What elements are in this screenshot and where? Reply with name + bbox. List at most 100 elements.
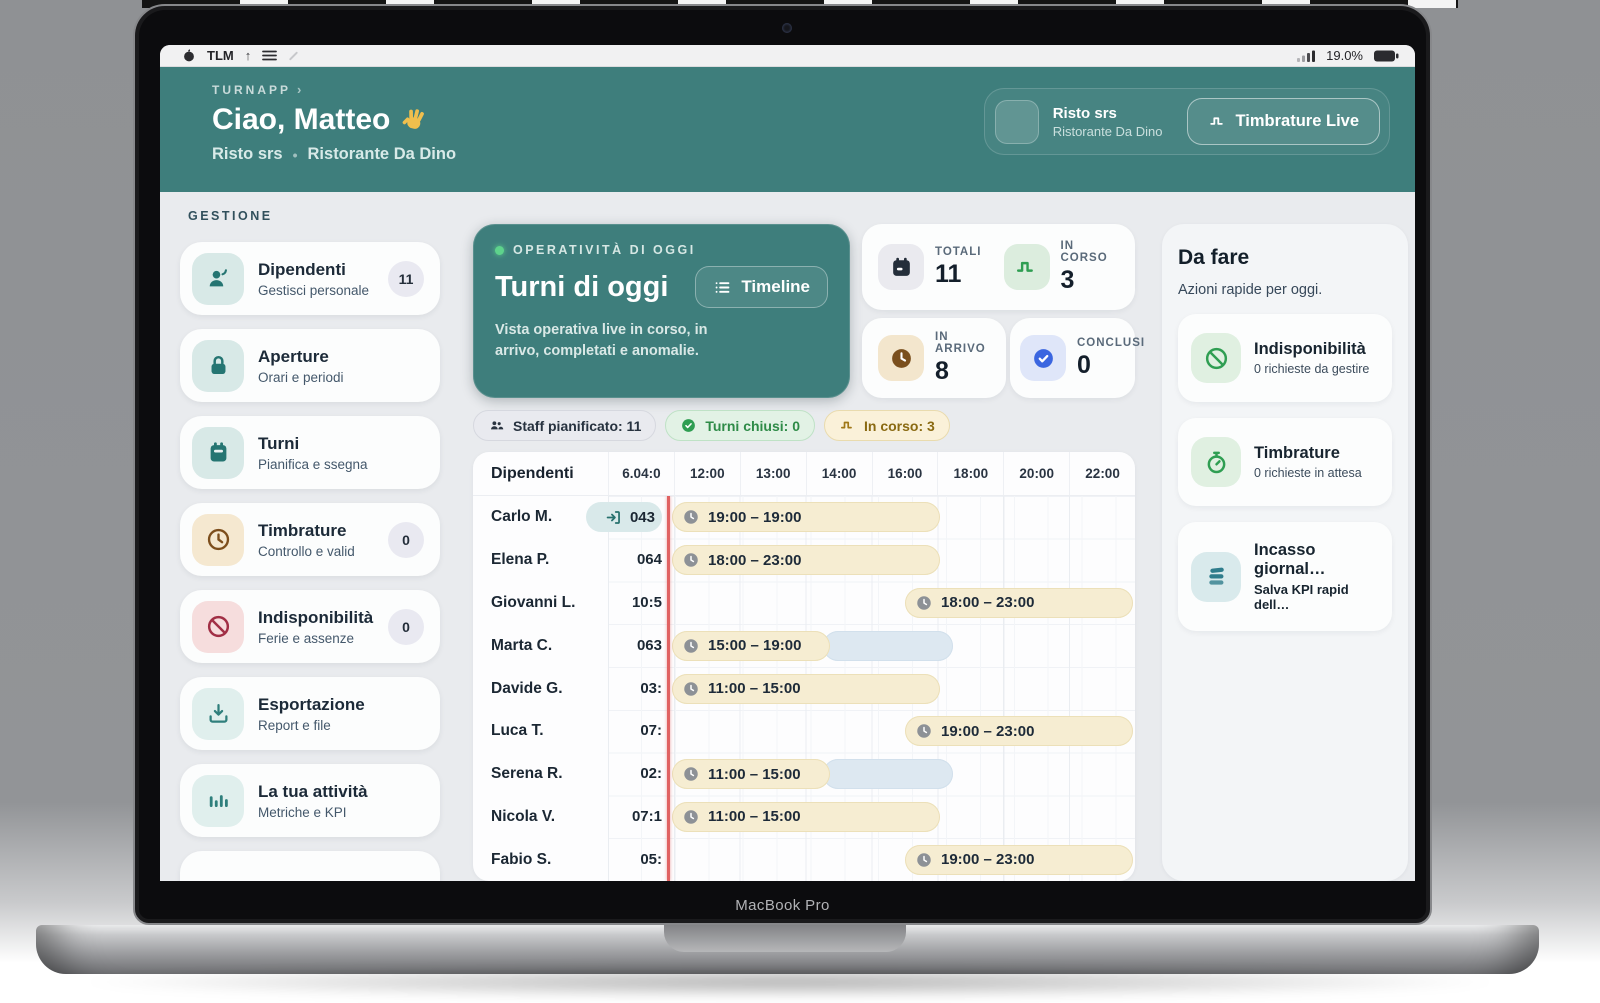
sidebar-item[interactable]: Aperture Orari e periodi [180, 329, 440, 402]
clock-icon [682, 551, 700, 569]
sidebar-item-subtitle: Report e file [258, 717, 331, 733]
users-icon [192, 252, 244, 305]
timbrature-live-button[interactable]: Timbrature Live [1186, 98, 1380, 145]
shift-time-label: 19:00 – 23:00 [941, 851, 1035, 869]
employee-name: Giovanni L. [491, 593, 576, 611]
menubar-app-name[interactable]: TLM [207, 48, 234, 63]
macbook-label: MacBook Pro [735, 897, 830, 914]
count-badge: 0 [388, 521, 424, 558]
todo-card[interactable]: Timbrature 0 richieste in attesa [1178, 418, 1392, 506]
shift-duration: 07:1 [631, 808, 662, 826]
todo-card[interactable]: Indisponibilità 0 richieste da gestire [1178, 314, 1392, 402]
sidebar-item-subtitle: Orari e periodi [258, 369, 344, 385]
time-column-header: 13:00 [739, 452, 806, 495]
sidebar-item[interactable]: Timbrature Controllo e valid 0 [180, 503, 440, 576]
account-name: Risto srs [1052, 104, 1117, 122]
shift-bar[interactable]: 19:00 – 19:00 [672, 502, 940, 533]
count-badge: 0 [388, 608, 424, 645]
employee-name: Davide G. [491, 679, 563, 697]
sidebar-item[interactable]: Indisponibilità Ferie e assenze 0 [180, 590, 440, 663]
sidebar-item[interactable]: Dipendenti Gestisci personale 11 [180, 242, 440, 315]
count-badge: 11 [388, 260, 424, 297]
webcam [782, 23, 792, 33]
shift-duration: 064 [636, 551, 662, 569]
check-circle-icon [680, 417, 697, 434]
time-column-header: 16:00 [871, 452, 938, 495]
todo-card[interactable]: Incasso giornal… Salva KPI rapid dell… [1178, 522, 1392, 631]
shift-bar-secondary[interactable] [823, 759, 953, 790]
sidebar-item-partial[interactable] [180, 851, 440, 881]
shift-duration: 07: [640, 722, 662, 740]
sidebar: GESTIONE Dipendenti Gestisci personale 1… [180, 192, 440, 881]
sidebar-section-label: GESTIONE [188, 209, 273, 223]
shift-bar[interactable]: 19:00 – 23:00 [905, 844, 1133, 875]
timeline-row: Marta C. 063 15:00 – 19:00 [473, 624, 1135, 667]
timeline-row: Davide G. 03: 11:00 – 15:00 [473, 667, 1135, 710]
todo-card-subtitle: 0 richieste da gestire [1254, 362, 1370, 376]
status-chip[interactable]: Turni chiusi: 0 [665, 410, 815, 441]
upload-arrow-icon[interactable]: ↑ [244, 48, 252, 63]
sidebar-item-title: Indisponibilità [258, 607, 374, 627]
shift-time-label: 11:00 – 15:00 [708, 808, 801, 826]
shift-bar[interactable]: 18:00 – 23:00 [672, 545, 940, 576]
shifts-timeline-table: Dipendenti 6.04:0 12:00 13:00 14:00 16:0… [473, 452, 1135, 881]
sidebar-item[interactable]: La tua attività Metriche e KPI [180, 764, 440, 837]
shift-bar[interactable]: 11:00 – 15:00 [672, 673, 940, 704]
timeline-row: Fabio S. 05: 19:00 – 23:00 [473, 838, 1135, 881]
shift-time-label: 11:00 – 15:00 [708, 765, 801, 783]
apple-icon[interactable] [182, 48, 196, 63]
clock-icon [192, 513, 244, 566]
menu-bar: TLM ↑ 19.0% [160, 45, 1415, 67]
sidebar-item-title: Aperture [258, 346, 329, 366]
shift-time-label: 19:00 – 23:00 [941, 722, 1035, 740]
clock-filled-icon [878, 335, 924, 381]
todo-title: Da fare [1178, 246, 1250, 269]
brand-name: TURNAPP [212, 82, 292, 97]
todo-panel: Da fare Azioni rapide per oggi. Indispon… [1162, 224, 1408, 881]
sidebar-items: Dipendenti Gestisci personale 11 Apertur… [180, 242, 440, 837]
shift-bar-secondary[interactable] [823, 630, 953, 661]
todo-subtitle: Azioni rapide per oggi. [1178, 282, 1323, 298]
ban-icon [1191, 333, 1241, 383]
status-chip[interactable]: Staff pianificato: 11 [473, 410, 657, 441]
shift-time-label: 15:00 – 19:00 [708, 637, 802, 655]
status-chip[interactable]: In corso: 3 [824, 410, 950, 441]
timeline-header-row: Dipendenti 6.04:0 12:00 13:00 14:00 16:0… [473, 452, 1135, 496]
shift-bar[interactable]: 11:00 – 15:00 [672, 759, 830, 790]
shift-duration: 02: [640, 765, 662, 783]
sidebar-item[interactable]: Esportazione Report e file [180, 677, 440, 750]
avatar [994, 99, 1039, 144]
stopwatch-icon [1191, 437, 1241, 487]
app-body: GESTIONE Dipendenti Gestisci personale 1… [160, 192, 1415, 881]
timeline-row: Serena R. 02: 11:00 – 15:00 [473, 753, 1135, 796]
sidebar-item-title: La tua attività [258, 781, 368, 801]
shift-bar[interactable]: 11:00 – 15:00 [672, 801, 940, 832]
pulse-icon [1208, 112, 1227, 131]
shift-bar[interactable]: 19:00 – 23:00 [905, 716, 1133, 747]
status-chips: Staff pianificato: 11 Turni chiusi: 0 In… [473, 410, 950, 441]
pencil-icon [289, 50, 299, 61]
shift-bar[interactable]: 15:00 – 19:00 [672, 630, 830, 661]
stat-conclusi: CONCLUSI 0 [1020, 335, 1145, 381]
timeline-button[interactable]: Timeline [695, 266, 828, 308]
clock-icon [915, 851, 933, 869]
sidebar-item-title: Dipendenti [258, 259, 346, 279]
todo-card-title: Timbrature [1254, 444, 1340, 462]
shift-duration: 10:5 [631, 594, 662, 612]
chevron-right-icon: › [297, 82, 302, 97]
app-header: TURNAPP › Ciao, Matteo Risto srs • Risto… [160, 67, 1415, 192]
shift-time-label: 18:00 – 23:00 [941, 594, 1035, 612]
employee-name: Elena P. [491, 551, 550, 569]
hamburger-menu-icon[interactable] [262, 50, 278, 61]
stat-in-arrivo: IN ARRIVO 8 [878, 331, 990, 386]
account-switcher[interactable]: Risto srs Ristorante Da Dino Timbrature … [983, 88, 1390, 155]
current-time-line [667, 496, 670, 881]
shift-duration: 03: [640, 679, 662, 697]
shift-bar[interactable]: 18:00 – 23:00 [905, 587, 1133, 618]
pulse-icon [839, 417, 856, 434]
waving-hand-icon [402, 107, 429, 134]
account-detail: Ristorante Da Dino [1052, 123, 1163, 139]
live-status-dot [495, 245, 504, 255]
sidebar-item-title: Timbrature [258, 520, 347, 540]
sidebar-item[interactable]: Turni Pianifica e ssegna [180, 416, 440, 489]
